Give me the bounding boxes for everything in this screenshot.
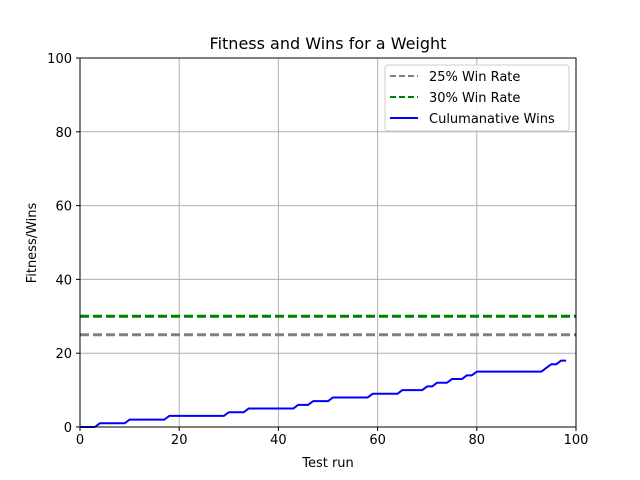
legend: 25% Win Rate 30% Win Rate Culumanative W… <box>384 64 570 132</box>
x-tick-label: 40 <box>270 433 287 448</box>
chart-title: Fitness and Wins for a Weight <box>210 34 447 53</box>
plot-frame <box>79 57 577 428</box>
y-axis-label: Fitness/Wins <box>25 202 40 283</box>
legend-label-25-win-rate: 25% Win Rate <box>429 70 520 85</box>
y-tick-label: 40 <box>55 273 72 288</box>
legend-label-30-win-rate: 30% Win Rate <box>429 91 520 106</box>
axis-ticks: 0 20 40 60 80 100 0 20 40 60 80 100 <box>47 52 588 448</box>
x-tick-label: 60 <box>369 433 386 448</box>
x-tick-label: 80 <box>469 433 486 448</box>
y-tick-label: 0 <box>64 421 72 436</box>
y-tick-label: 80 <box>55 126 72 141</box>
legend-label-cumulative-wins: Culumanative Wins <box>429 112 555 127</box>
y-tick-label: 20 <box>55 347 72 362</box>
x-tick-label: 0 <box>76 433 84 448</box>
series-line-culumanative-wins <box>80 359 567 428</box>
x-tick-label: 100 <box>564 433 589 448</box>
legend-box <box>384 64 570 132</box>
y-tick-label: 60 <box>55 200 72 215</box>
x-tick-label: 20 <box>171 433 188 448</box>
series-layer <box>80 314 576 428</box>
y-tick-label: 100 <box>47 52 72 67</box>
x-axis-label: Test run <box>301 456 354 471</box>
